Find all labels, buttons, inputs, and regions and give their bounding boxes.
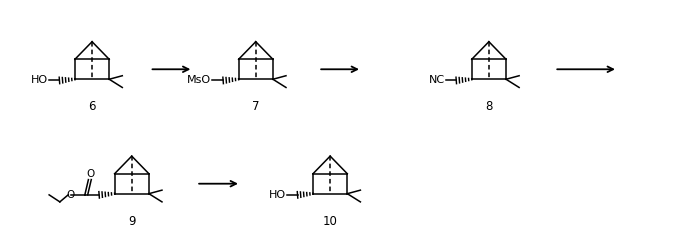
Text: O: O bbox=[87, 169, 95, 179]
Text: NC: NC bbox=[428, 75, 445, 85]
Text: HO: HO bbox=[268, 190, 286, 200]
Text: 10: 10 bbox=[323, 215, 338, 228]
Text: O: O bbox=[66, 190, 75, 200]
Text: 6: 6 bbox=[88, 100, 96, 113]
Text: 8: 8 bbox=[485, 100, 493, 113]
Text: HO: HO bbox=[31, 75, 48, 85]
Text: 9: 9 bbox=[128, 215, 136, 228]
Text: 7: 7 bbox=[252, 100, 259, 113]
Text: MsO: MsO bbox=[187, 75, 211, 85]
